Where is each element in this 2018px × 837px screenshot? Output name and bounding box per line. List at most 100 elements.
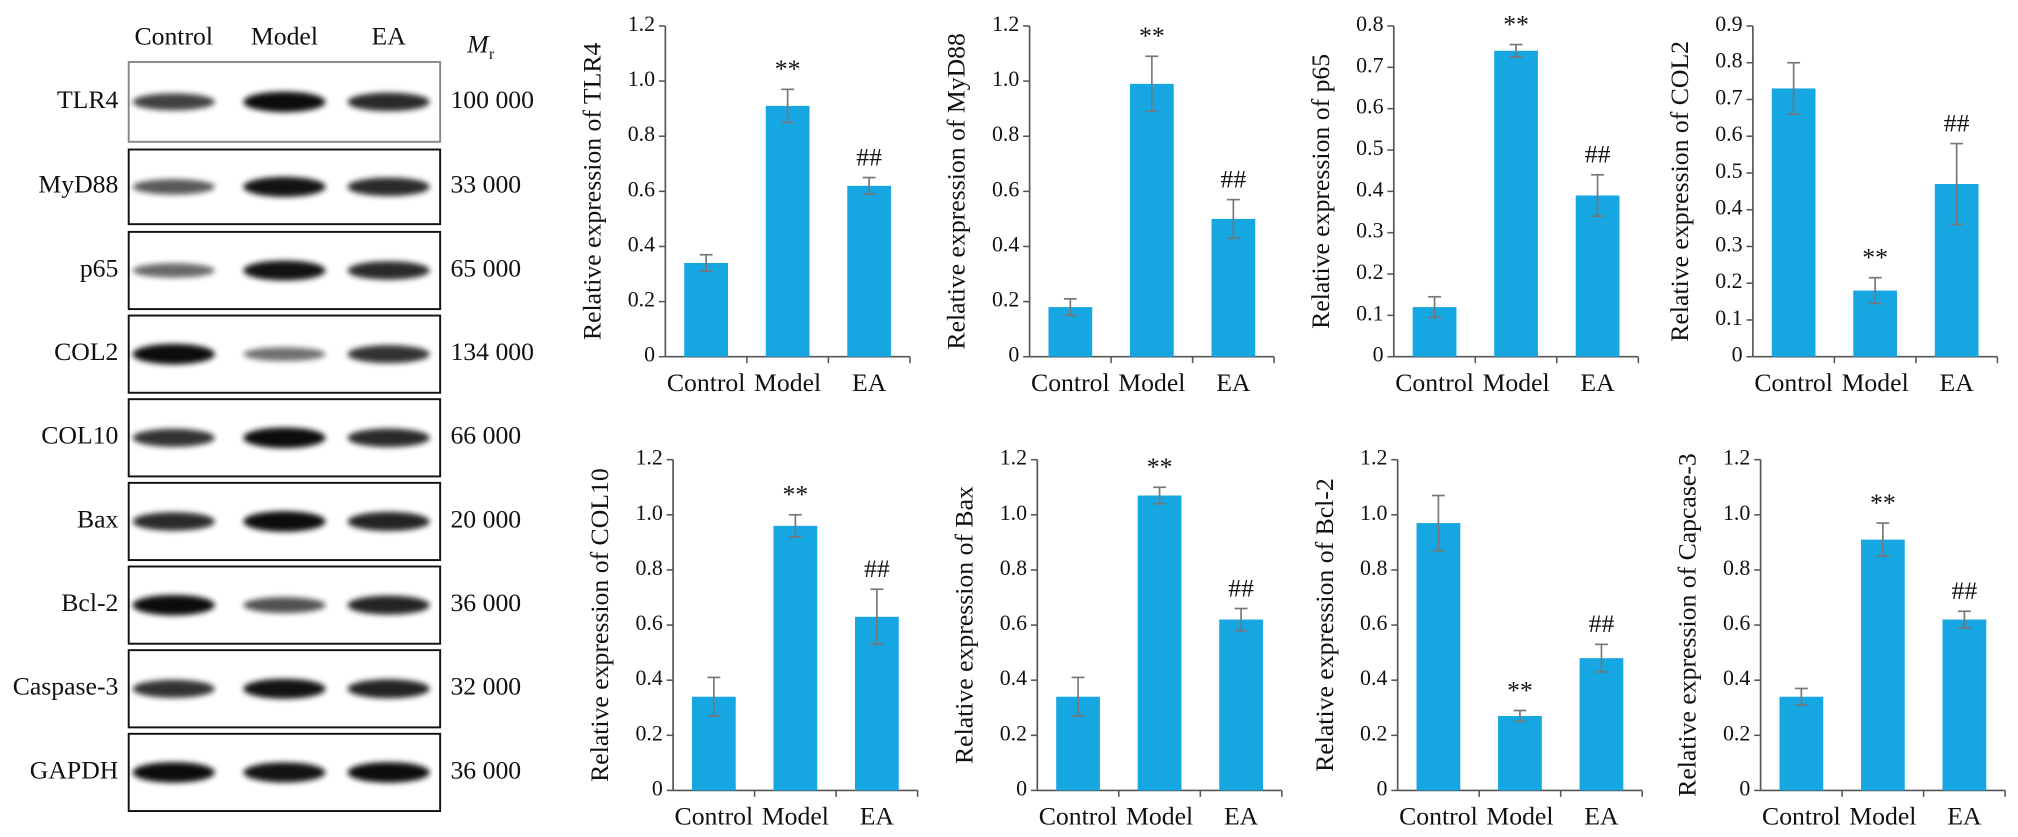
blot-band <box>243 260 326 281</box>
blot-band <box>243 678 326 699</box>
y-tick-label: 0.2 <box>635 721 662 745</box>
error-bar <box>707 676 721 717</box>
y-tick-label: 0.6 <box>992 177 1019 201</box>
x-tick-label: EA <box>860 802 895 831</box>
blot-band <box>243 91 326 113</box>
y-tick-label: 0.6 <box>1000 611 1027 635</box>
y-tick-label: 0.3 <box>1715 232 1742 256</box>
y-tick-label: 0.6 <box>628 177 655 201</box>
protein-label: COL10 <box>41 421 118 450</box>
protein-label: p65 <box>80 253 119 282</box>
error-bar <box>781 88 795 124</box>
y-tick-label: 0 <box>1016 776 1027 800</box>
x-tick-label: Model <box>1118 368 1185 397</box>
y-tick-label: 1.0 <box>628 67 655 91</box>
blot-band <box>132 594 215 616</box>
significance-mark: ## <box>1228 573 1254 602</box>
y-axis-label: Relative expression of COL10 <box>585 468 614 782</box>
blot-band <box>132 679 215 698</box>
x-tick-label: Control <box>1762 802 1841 831</box>
blot-band <box>132 428 215 447</box>
y-tick-label: 0.7 <box>1356 53 1383 77</box>
y-tick-label: 0.7 <box>1715 85 1742 109</box>
bar <box>684 263 729 357</box>
blot-band <box>347 762 430 783</box>
y-tick-label: 0.6 <box>1356 95 1383 119</box>
protein-label: Bax <box>77 504 119 533</box>
y-tick-label: 0 <box>644 343 655 367</box>
x-tick-label: EA <box>1580 368 1615 397</box>
x-tick-label: EA <box>1216 368 1251 397</box>
bar-chart: Relative expression of COL2 0 0.1 0.2 0.3 0.4… <box>1665 12 1999 397</box>
bar-chart: Relative expression of p65 0 0.1 0.2 0.3 0.4 0… <box>1306 9 1640 397</box>
bar <box>847 185 892 357</box>
x-tick-label: Model <box>754 368 821 397</box>
error-bar <box>1234 607 1248 632</box>
error-bar <box>1868 276 1882 305</box>
x-tick-label: Model <box>1849 802 1916 831</box>
blot-band <box>347 511 430 531</box>
error-bar <box>1591 173 1605 217</box>
x-tick-label: Model <box>1842 368 1909 397</box>
y-tick-label: 0 <box>1739 776 1750 800</box>
error-bar <box>1876 522 1890 557</box>
y-tick-label: 0 <box>1373 343 1384 367</box>
significance-mark: ** <box>1503 9 1529 38</box>
blot-band <box>132 343 215 365</box>
y-tick-label: 1.0 <box>635 501 662 525</box>
x-tick-label: Control <box>675 802 754 831</box>
y-tick-label: 0 <box>652 776 663 800</box>
bar-chart: Relative expression of Bax 0 0.2 0.4 0.6 0.8 1… <box>949 446 1283 831</box>
x-tick-label: Control <box>667 368 746 397</box>
protein-label: MyD88 <box>38 170 118 199</box>
significance-mark: ** <box>775 54 801 83</box>
blot-band <box>243 511 326 532</box>
y-tick-label: 0.9 <box>1715 12 1742 36</box>
blot-band <box>132 263 215 278</box>
bar <box>1416 523 1461 791</box>
x-tick-label: Model <box>1486 802 1553 831</box>
blot-band <box>243 347 326 362</box>
mr-label: 134 000 <box>450 337 534 366</box>
blot-band <box>347 177 430 197</box>
bar <box>1575 195 1620 357</box>
significance-mark: ** <box>1507 675 1533 704</box>
error-bar <box>1428 295 1441 319</box>
y-tick-label: 0.8 <box>992 122 1019 146</box>
x-tick-label: Model <box>1482 368 1549 397</box>
error-bar <box>1071 676 1085 717</box>
x-tick-label: Control <box>1754 368 1833 397</box>
significance-mark: ** <box>1139 21 1165 50</box>
y-tick-label: 0.6 <box>1723 611 1750 635</box>
lane-label: Model <box>251 22 318 51</box>
error-bar <box>862 176 876 195</box>
y-axis-label: Relative expression of MyD88 <box>942 33 971 349</box>
error-bar <box>1513 709 1527 723</box>
error-bar <box>1794 687 1808 706</box>
blot-band <box>347 261 430 280</box>
y-tick-label: 0.8 <box>1715 49 1742 73</box>
y-tick-label: 0 <box>1376 776 1387 800</box>
blot-band <box>132 179 215 195</box>
bar <box>1129 83 1174 357</box>
blot-band <box>243 176 326 197</box>
y-tick-label: 0.6 <box>635 611 662 635</box>
significance-mark: ** <box>783 480 809 509</box>
mr-label: 65 000 <box>450 253 521 282</box>
significance-mark: ## <box>856 142 882 171</box>
y-tick-label: 0.2 <box>1723 721 1750 745</box>
error-bar <box>1145 55 1159 113</box>
significance-mark: ## <box>1585 140 1611 169</box>
significance-mark: ** <box>1862 243 1888 272</box>
blot-band <box>132 93 215 111</box>
y-tick-label: 1.2 <box>635 446 662 470</box>
y-tick-label: 0.2 <box>628 288 655 312</box>
y-axis-label: Relative expression of COL2 <box>1665 41 1694 342</box>
y-tick-label: 0.2 <box>1356 260 1383 284</box>
y-tick-label: 0.4 <box>1715 196 1742 220</box>
mr-label: 100 000 <box>450 85 534 114</box>
blot-band <box>347 428 430 448</box>
error-bar <box>1509 43 1523 58</box>
blot-band <box>243 762 326 783</box>
